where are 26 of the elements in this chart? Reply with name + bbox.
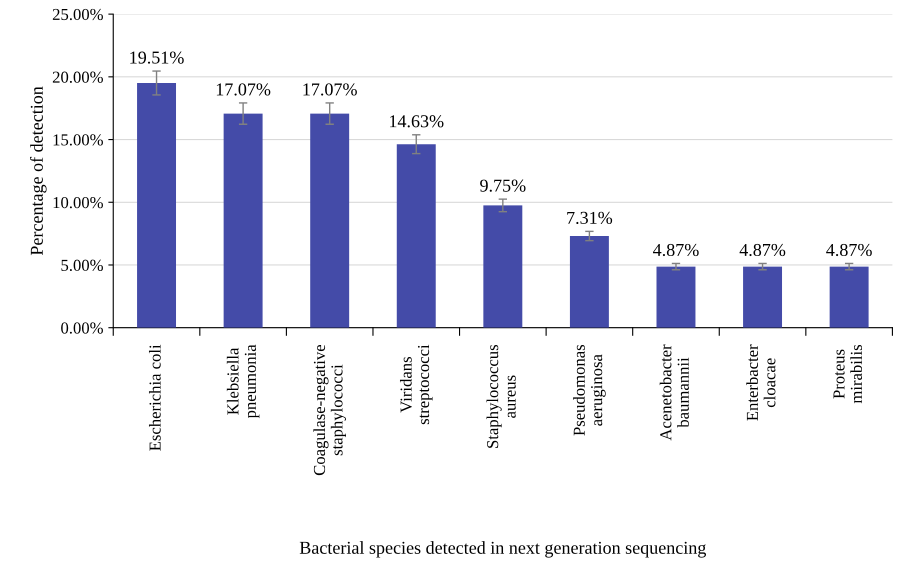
y-tick-label: 25.00% <box>52 8 103 20</box>
y-axis-title: Percentage of detection <box>30 86 47 256</box>
y-tick-label: 10.00% <box>54 196 103 208</box>
y-tick-label: 5.00% <box>61 260 103 272</box>
y-tick-label: 20.00% <box>52 72 103 83</box>
data-label: 17.07% <box>303 83 357 96</box>
data-label: 14.63% <box>390 115 444 128</box>
x-tick-label: Enterbacter cloacae <box>746 344 776 421</box>
x-tick-label: Acenetobacter baumannii <box>660 344 689 440</box>
x-tick-label: Escherichia coli <box>148 344 161 451</box>
y-tick-label: 0.00% <box>61 322 103 334</box>
x-tick-label: Proteus mirabilis <box>834 344 862 404</box>
y-tick-label: 15.00% <box>54 134 103 146</box>
data-label: 4.87% <box>740 244 786 256</box>
x-tick-label: Viridans streptococci <box>400 344 433 424</box>
x-tick-label: Coagulase-negative staphylococci <box>313 344 346 476</box>
x-axis-title: Bacterial species detected in next generation sequencing <box>300 541 706 558</box>
data-label: 4.87% <box>826 244 872 256</box>
data-label: 19.51% <box>130 51 184 64</box>
data-label: 7.31% <box>567 212 612 224</box>
data-label: 9.75% <box>480 180 526 192</box>
data-label: 17.07% <box>216 83 270 96</box>
x-tick-label: Staphylococcus aureus <box>486 344 516 448</box>
data-label: 4.87% <box>653 244 699 256</box>
x-tick-label: Pseudomonas aeruginosa <box>573 344 606 436</box>
x-tick-label: Klebsiella pneumonia <box>226 344 260 418</box>
